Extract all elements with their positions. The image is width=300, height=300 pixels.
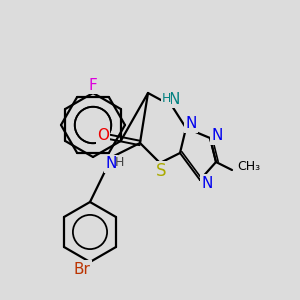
Text: S: S <box>156 162 166 180</box>
Text: Br: Br <box>74 262 90 277</box>
Text: H: H <box>114 157 124 169</box>
Text: H: H <box>161 92 171 106</box>
Text: O: O <box>97 128 109 142</box>
Text: N: N <box>185 116 197 131</box>
Text: F: F <box>88 77 98 92</box>
Text: CH₃: CH₃ <box>237 160 260 173</box>
Text: N: N <box>105 157 117 172</box>
Text: N: N <box>201 176 213 190</box>
Text: N: N <box>168 92 180 106</box>
Text: N: N <box>211 128 223 143</box>
